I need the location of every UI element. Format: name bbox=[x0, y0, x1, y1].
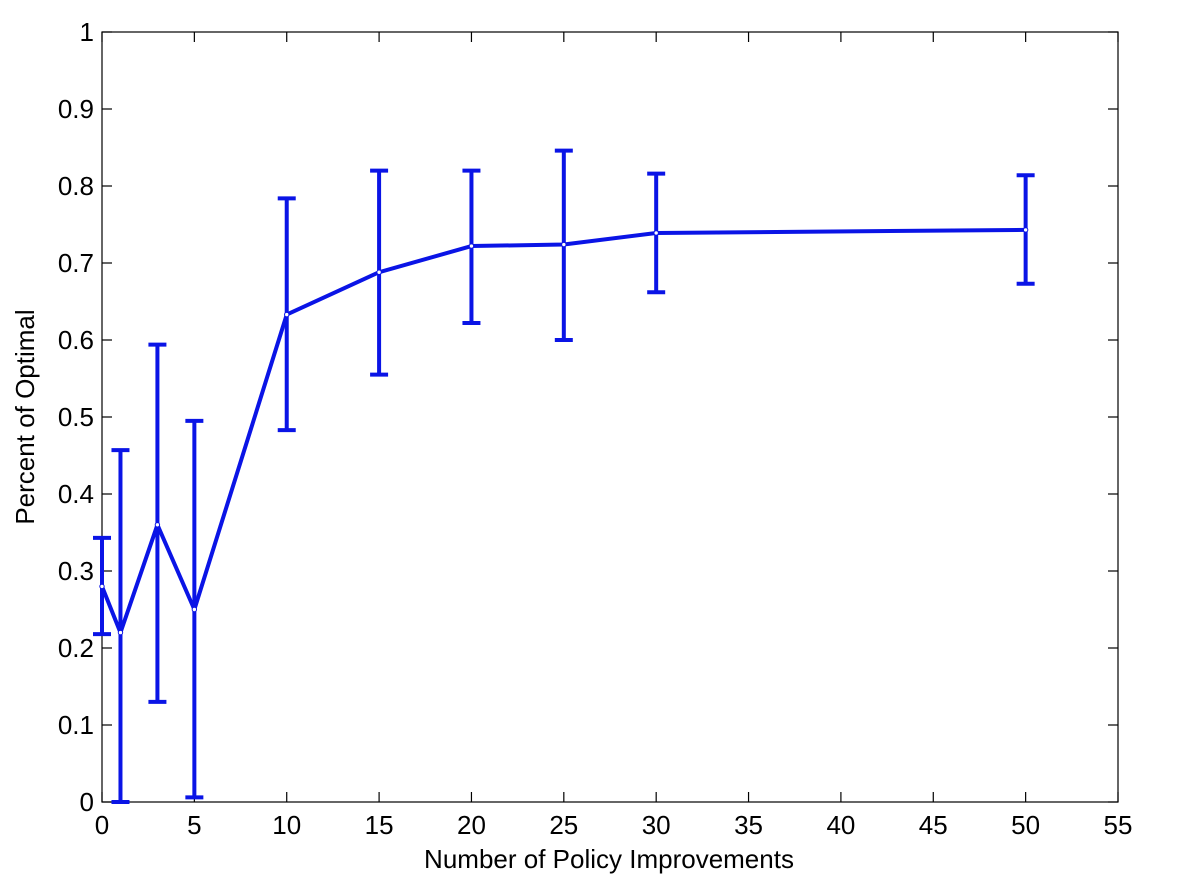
x-axis-label: Number of Policy Improvements bbox=[424, 844, 794, 874]
x-tick-label: 25 bbox=[549, 810, 578, 840]
data-point bbox=[117, 629, 124, 636]
data-point bbox=[154, 522, 161, 528]
x-tick-label: 35 bbox=[734, 810, 763, 840]
x-tick-label: 55 bbox=[1104, 810, 1133, 840]
y-tick-label: 0.4 bbox=[58, 479, 94, 509]
y-tick-label: 0.7 bbox=[58, 248, 94, 278]
x-tick-label: 50 bbox=[1011, 810, 1040, 840]
y-tick-label: 0.2 bbox=[58, 633, 94, 663]
x-tick-label: 10 bbox=[272, 810, 301, 840]
x-tick-label: 40 bbox=[826, 810, 855, 840]
x-tick-label: 0 bbox=[95, 810, 109, 840]
x-tick-label: 45 bbox=[919, 810, 948, 840]
data-point bbox=[191, 606, 198, 613]
data-point bbox=[1022, 227, 1029, 233]
y-tick-label: 0.6 bbox=[58, 325, 94, 355]
data-point bbox=[468, 243, 475, 249]
y-tick-label: 0.9 bbox=[58, 94, 94, 124]
series-line bbox=[100, 227, 1026, 635]
x-tick-label: 30 bbox=[642, 810, 671, 840]
y-axis-label: Percent of Optimal bbox=[10, 309, 40, 524]
series-lines bbox=[99, 227, 1029, 636]
y-tick-label: 0.1 bbox=[58, 710, 94, 740]
x-axis-ticks: 0 5 10 15 20 25 30 35 40 45 50 55 bbox=[95, 32, 1133, 840]
data-point bbox=[376, 269, 382, 275]
y-axis-ticks: 0 0.1 0.2 0.3 0.4 0.5 0.6 0.7 0.8 0.9 1 bbox=[58, 17, 1118, 817]
x-tick-label: 20 bbox=[457, 810, 486, 840]
y-tick-label: 0.8 bbox=[58, 171, 94, 201]
data-point bbox=[561, 241, 567, 248]
y-tick-label: 0.5 bbox=[58, 402, 94, 432]
y-tick-label: 1 bbox=[80, 17, 94, 47]
x-tick-label: 15 bbox=[365, 810, 394, 840]
y-tick-label: 0.3 bbox=[58, 556, 94, 586]
data-point bbox=[284, 311, 290, 318]
x-tick-label: 5 bbox=[187, 810, 201, 840]
y-tick-label: 0 bbox=[80, 787, 94, 817]
data-point bbox=[99, 583, 105, 590]
data-point bbox=[653, 230, 659, 236]
